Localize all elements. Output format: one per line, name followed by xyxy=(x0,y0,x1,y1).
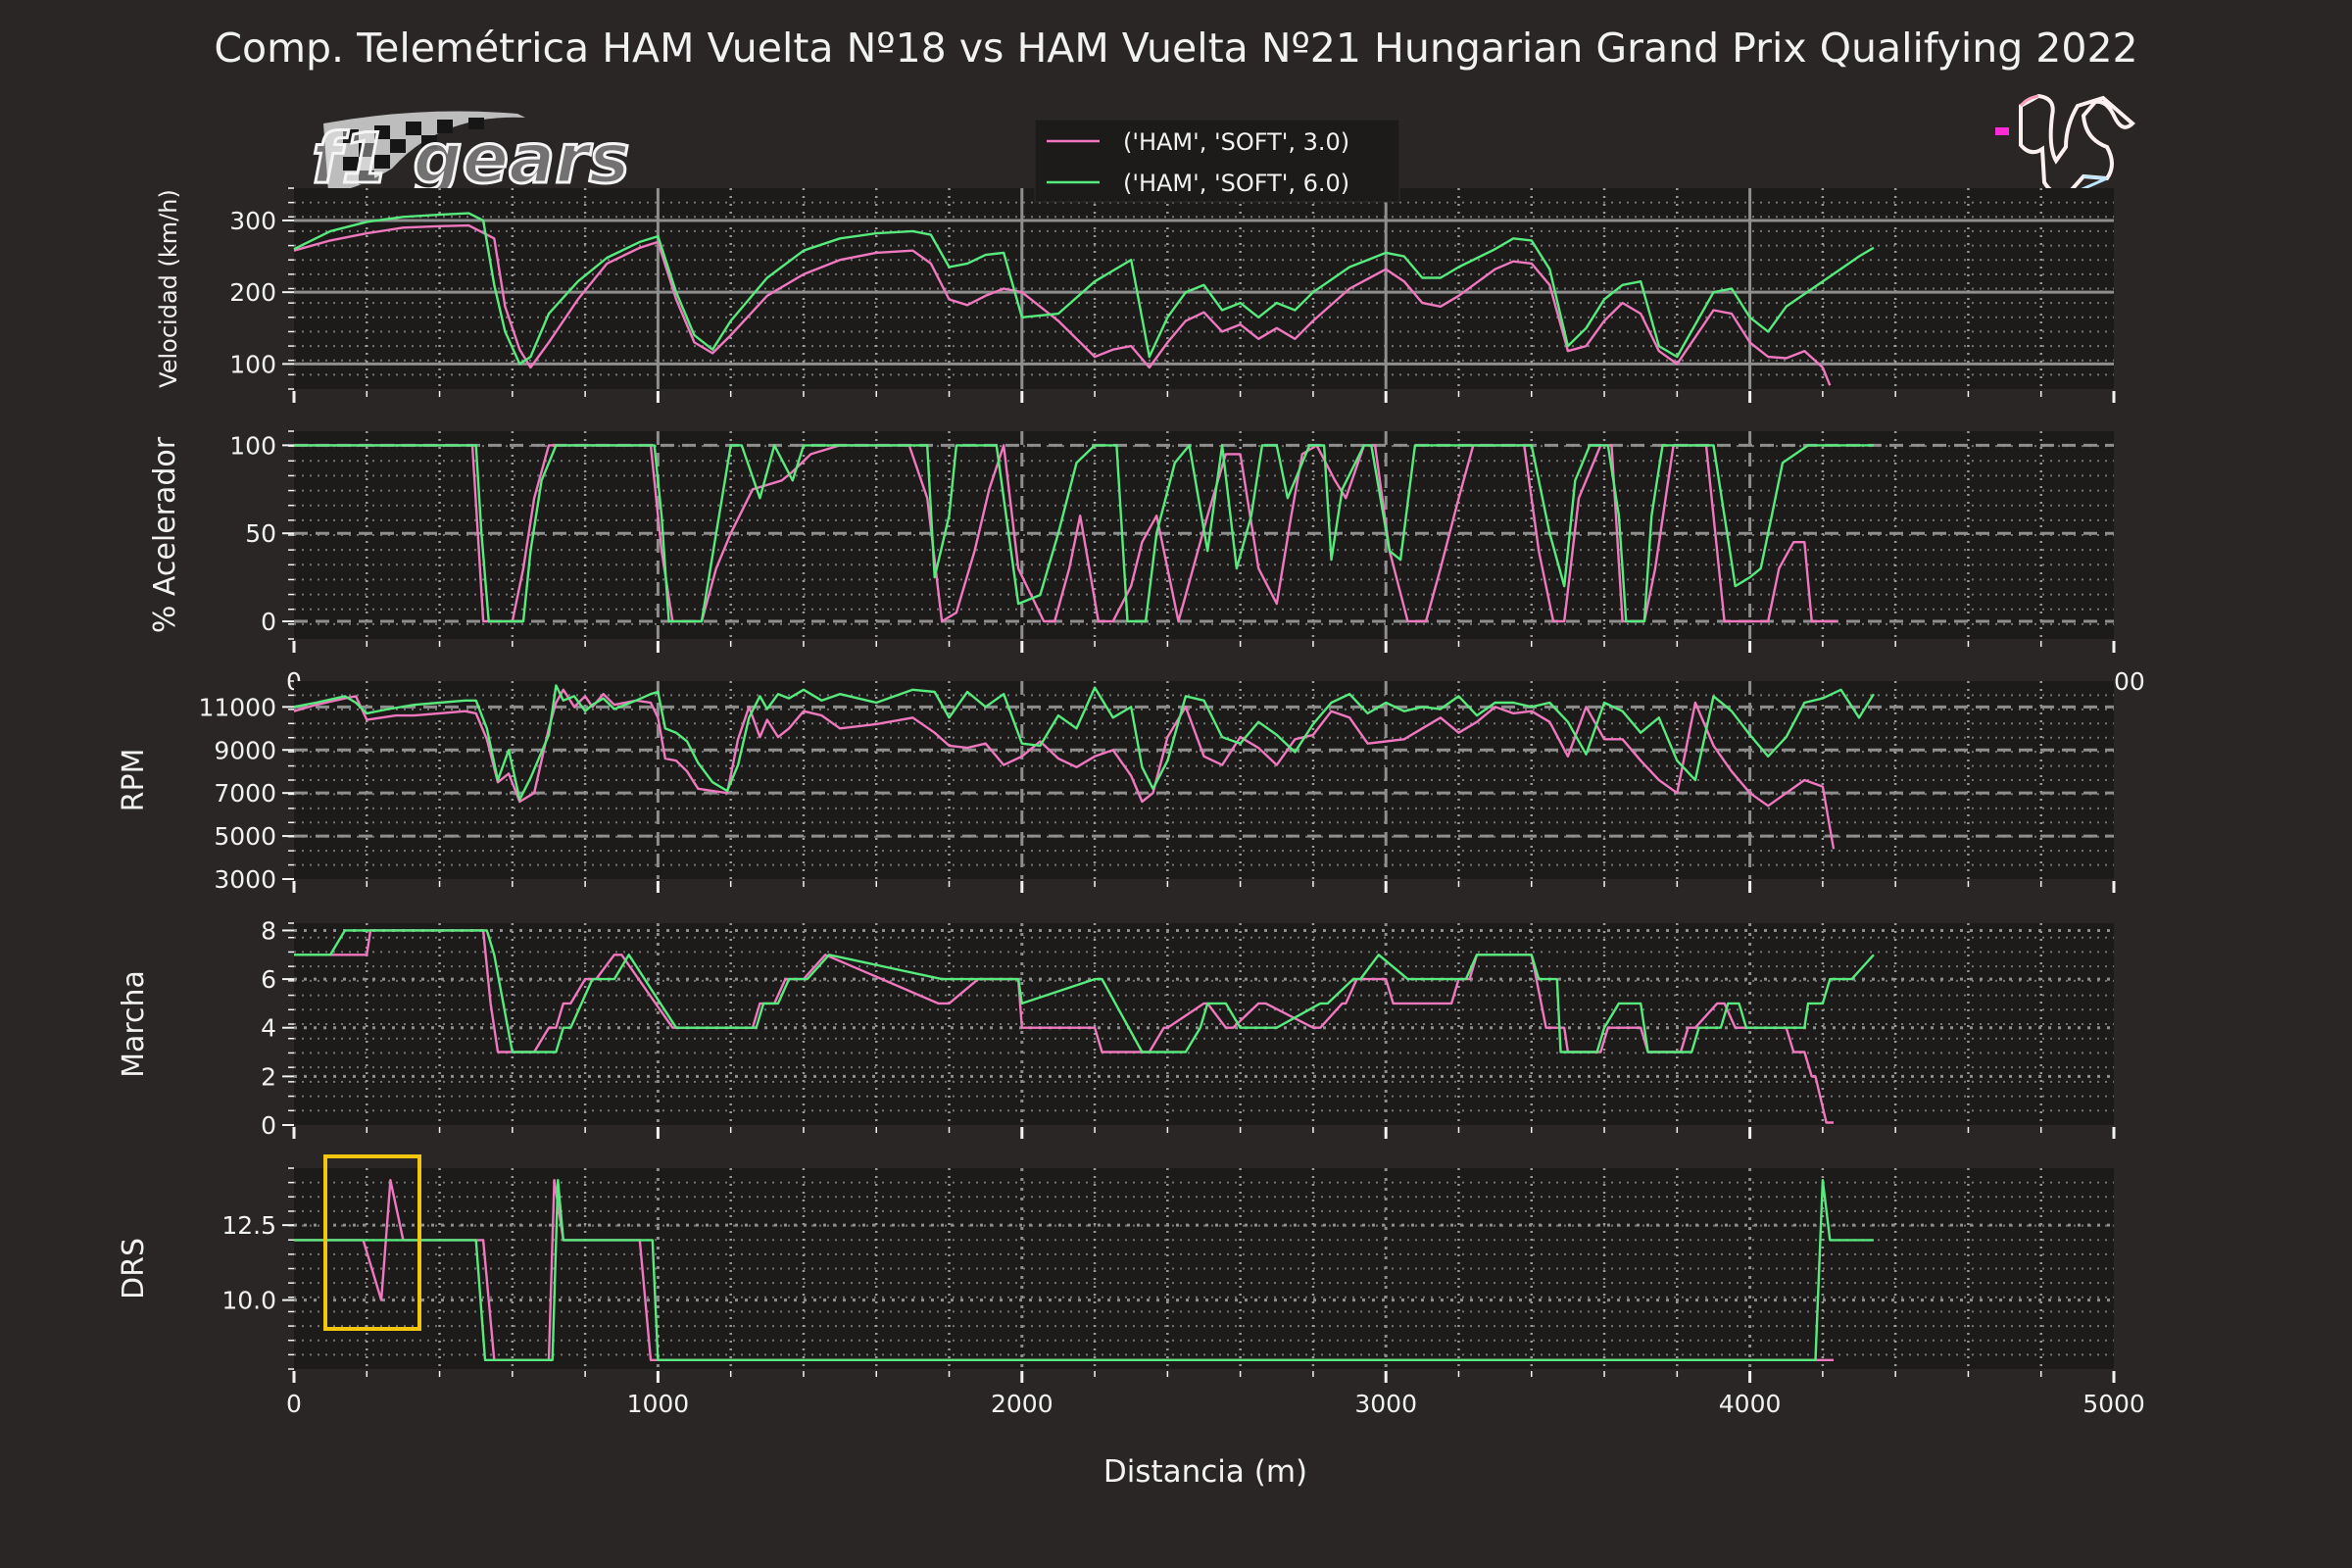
y-tick-label: 100 xyxy=(229,431,276,460)
checkered-flag-icon xyxy=(323,111,525,192)
y-tick-label: 100 xyxy=(229,350,276,378)
series-line-throttle-lap21 xyxy=(294,444,1874,623)
y-tick-label: 0 xyxy=(261,1111,276,1140)
y-axis-title-rpm: RPM xyxy=(117,749,151,812)
panel-rpm: 3000 5000 7000 9000 11000 RPM xyxy=(117,680,2116,894)
x-tick-label: 5000 xyxy=(2082,1390,2145,1418)
y-tick-label: 8 xyxy=(261,916,276,945)
series-line-rpm-lap21 xyxy=(293,684,1875,801)
series-line-drs-lap21 xyxy=(294,1178,1874,1362)
y-tick-label: 6 xyxy=(261,965,276,994)
y-tick-label: 3000 xyxy=(214,865,276,894)
series-line-speed-lap21 xyxy=(293,212,1875,366)
panel-drs: 10.0 12.5 0 1000 2000 3000 4000 5000 DRS xyxy=(117,1167,2145,1418)
y-axis-title-gear: Marcha xyxy=(117,970,151,1078)
series-line-speed-lap18 xyxy=(293,223,1832,386)
legend: ('HAM', 'SOFT', 3.0) ('HAM', 'SOFT', 6.0… xyxy=(1034,119,1400,203)
panel-gear: 0 2 4 6 8 Marcha xyxy=(117,916,2116,1140)
x-tick-label: 0 xyxy=(286,1390,302,1418)
y-axis-title-speed: Velocidad (km/h) xyxy=(155,189,182,388)
brand-logo: f1 gears xyxy=(311,111,631,201)
x-tick-label: 3000 xyxy=(1354,1390,1417,1418)
y-tick-label: 11000 xyxy=(198,693,276,721)
logo-text: f1 gears xyxy=(312,119,630,199)
series-line-gear-lap21 xyxy=(294,929,1875,1054)
legend-box xyxy=(1034,119,1400,203)
drs-highlight-box xyxy=(323,1154,421,1331)
legend-label-lap21: ('HAM', 'SOFT', 6.0) xyxy=(1123,170,1349,197)
y-tick-label: 50 xyxy=(245,519,276,548)
x-tick-label: 1000 xyxy=(627,1390,690,1418)
y-tick-label: 7000 xyxy=(214,779,276,808)
x-tick-label: 2000 xyxy=(991,1390,1054,1418)
y-axis-title-drs: DRS xyxy=(117,1238,151,1299)
clipped-tick-label-right: 00 xyxy=(2114,667,2145,696)
y-tick-label: 300 xyxy=(229,207,276,235)
panel-speed: 100 200 300 Velocidad (km/h) xyxy=(155,187,2116,403)
y-tick-label: 2 xyxy=(261,1062,276,1091)
y-tick-label: 12.5 xyxy=(221,1211,276,1240)
chart-title: Comp. Telemétrica HAM Vuelta Nº18 vs HAM… xyxy=(214,24,2137,72)
y-tick-label: 5000 xyxy=(214,822,276,851)
y-tick-label: 0 xyxy=(261,608,276,636)
y-tick-label: 4 xyxy=(261,1014,276,1043)
legend-label-lap18: ('HAM', 'SOFT', 3.0) xyxy=(1123,128,1349,156)
y-axis-title-throttle: % Acelerador xyxy=(148,436,182,633)
series-line-gear-lap18 xyxy=(294,929,1834,1124)
y-tick-label: 10.0 xyxy=(221,1287,276,1315)
y-tick-label: 9000 xyxy=(214,736,276,764)
y-tick-label: 200 xyxy=(229,278,276,307)
x-tick-label: 4000 xyxy=(1719,1390,1782,1418)
x-axis-title: Distancia (m) xyxy=(1103,1454,1307,1490)
